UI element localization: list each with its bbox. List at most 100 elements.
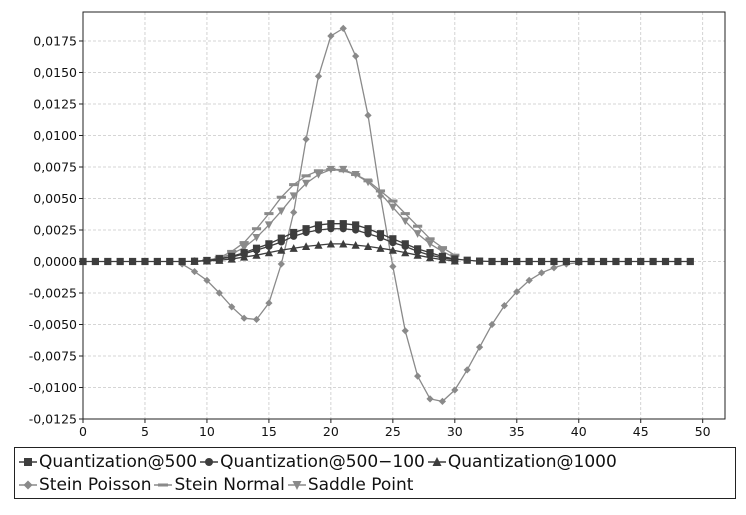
x-tick-label: 50 [695,424,711,439]
y-tick-label: 0,0125 [33,96,77,111]
data-point [202,256,212,265]
y-tick-label: 0,0025 [33,222,77,237]
series-layer [79,24,694,405]
data-point [488,320,496,329]
y-tick-label: 0,0175 [33,33,77,48]
legend-label: Stein Normal [174,475,285,495]
data-point [401,217,410,226]
data-point [413,224,423,228]
data-point [228,303,236,311]
data-point [500,301,508,310]
dash-marker-icon [154,483,173,487]
data-point [251,227,262,231]
x-tick-label: 30 [447,424,463,439]
series-line [194,228,455,262]
data-point [339,225,347,233]
y-tick-label: -0,0025 [29,285,77,300]
data-point [500,257,508,266]
data-point [240,314,248,322]
data-point [79,257,87,266]
data-point [290,232,298,240]
data-point [339,24,347,32]
data-point [277,260,285,268]
data-point [326,239,335,248]
data-point [389,235,397,243]
data-point [450,256,459,265]
data-point [289,192,298,201]
data-point [364,225,372,233]
y-tick-label: -0,0075 [29,348,77,363]
data-point [301,174,311,178]
data-point [463,366,471,374]
data-point [525,257,533,266]
data-point [326,165,335,174]
data-point [313,169,324,173]
legend-item-stein-normal: Stein Normal [154,475,285,495]
x-tick-label: 10 [199,424,215,439]
data-point [339,220,347,228]
data-point [277,234,285,242]
data-point [116,257,124,266]
series-quantization-500 [79,220,694,266]
y-tick-label: -0,0100 [29,380,77,395]
data-point [476,257,484,265]
data-point [178,257,186,266]
data-point [190,257,199,265]
data-point [215,289,223,297]
data-point [252,233,261,242]
data-point [376,189,385,198]
data-point [413,251,422,259]
y-tick-label: 0,0075 [33,159,77,174]
data-point [425,253,435,262]
data-point [240,244,249,252]
plot-frame [82,11,726,420]
data-point [339,165,348,174]
data-point [438,397,447,405]
data-point [289,183,299,187]
data-point [314,226,323,234]
data-point [674,257,682,266]
x-tick-label: 40 [571,424,587,439]
data-point [352,221,360,229]
data-point [141,257,149,266]
data-point [587,257,595,266]
data-point [264,221,274,230]
data-point [637,257,645,266]
x-tick-label: 35 [509,424,525,439]
data-point [314,241,323,249]
data-point [153,257,161,266]
data-point [203,276,211,284]
data-point [438,255,447,264]
data-point [302,228,310,237]
x-tick-label: 25 [385,424,401,439]
data-point [401,242,409,250]
data-point [289,244,298,252]
legend-label: Quantization@500−100 [220,452,425,472]
data-point [401,248,410,257]
data-point [227,254,236,263]
data-point [240,252,249,261]
data-point [661,257,670,266]
data-point [252,315,261,324]
data-point [252,251,261,259]
legend-label: Quantization@500 [39,452,198,472]
data-point [364,230,372,238]
data-point [389,238,397,247]
series-line [194,243,455,262]
legend-row-1: Quantization@500 Quantization@500−100 Qu… [19,451,620,473]
data-point [128,257,137,266]
data-point [276,195,286,199]
legend-item-quantization-500-100: Quantization@500−100 [200,452,425,472]
y-tick-label: -0,0050 [29,317,77,332]
data-point [376,233,385,242]
data-point [166,257,174,266]
y-tick-label: 0,0050 [33,191,77,206]
y-tick-label: -0,0125 [29,412,77,427]
series-quantization-1000 [190,239,459,265]
data-point [400,212,410,216]
data-point [91,257,99,266]
data-point [425,237,435,241]
data-point [426,395,434,403]
data-point [352,52,360,60]
